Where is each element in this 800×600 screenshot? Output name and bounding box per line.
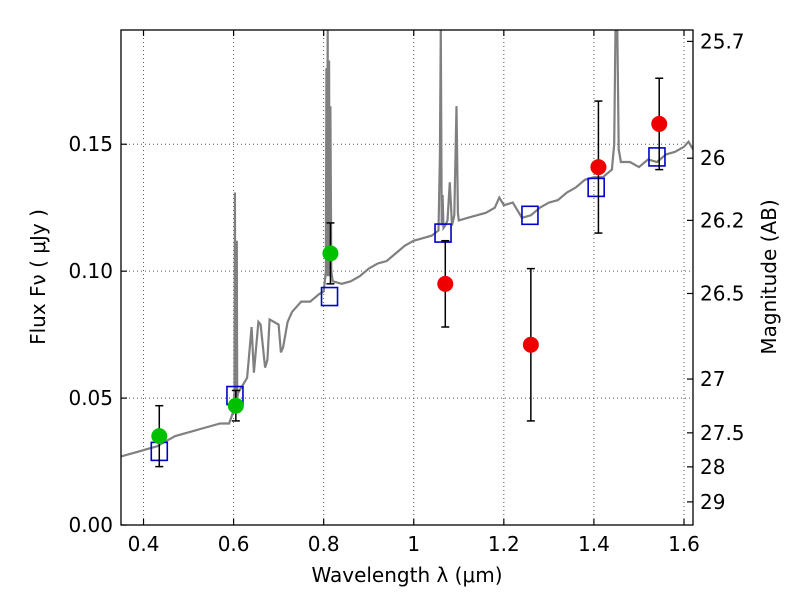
y2-tick-label: 28	[700, 455, 725, 479]
y-tick-label: 0.00	[68, 513, 113, 537]
red-data-point	[590, 159, 607, 176]
y-axis-label: Flux Fν ( μJy )	[26, 209, 50, 345]
green-data-point	[227, 397, 244, 414]
y-tick-label: 0.10	[68, 259, 113, 283]
y-tick-label: 0.15	[68, 132, 113, 156]
square-marker	[648, 147, 666, 167]
data-marks-layer	[150, 77, 668, 468]
y2-tick-label: 26.5	[700, 281, 745, 305]
x-tick-label: 1.4	[578, 532, 610, 556]
x-tick-label: 1.6	[668, 532, 700, 556]
model-spectrum-layer	[121, 30, 693, 458]
x-tick-label: 0.4	[128, 532, 160, 556]
green-data-point	[151, 428, 168, 445]
ticks-layer: 0.4 0.6 0.8 1 1.2 1.4 1.6 0.00 0.05 0.10 0.15 25.7 2…	[68, 29, 744, 556]
y2-tick-label: 26.2	[700, 208, 745, 232]
x-axis-label: Wavelength λ (μm)	[311, 563, 502, 587]
model-spectrum-line	[121, 30, 693, 458]
grid-layer	[121, 30, 693, 526]
square-marker	[320, 286, 339, 307]
y2-tick-label: 25.7	[700, 29, 745, 53]
square-marker	[587, 177, 605, 198]
green-data-point	[322, 245, 339, 262]
red-data-point	[522, 336, 539, 353]
y-tick-label: 0.05	[68, 386, 113, 410]
plot-frame	[120, 29, 694, 526]
x-tick-label: 1.2	[488, 532, 520, 556]
x-tick-label: 1	[407, 532, 420, 556]
square-marker	[434, 223, 452, 243]
y2-tick-label: 29	[700, 490, 725, 514]
square-marker	[521, 205, 539, 226]
red-data-point	[437, 275, 454, 292]
red-data-point	[651, 115, 668, 132]
x-tick-label: 0.8	[308, 532, 340, 556]
y2-tick-label: 27	[700, 367, 725, 391]
y2-tick-label: 27.5	[700, 421, 745, 445]
x-tick-label: 0.6	[218, 532, 250, 556]
y2-tick-label: 26	[700, 146, 725, 170]
y2-axis-label: Magnitude (AB)	[757, 199, 781, 354]
